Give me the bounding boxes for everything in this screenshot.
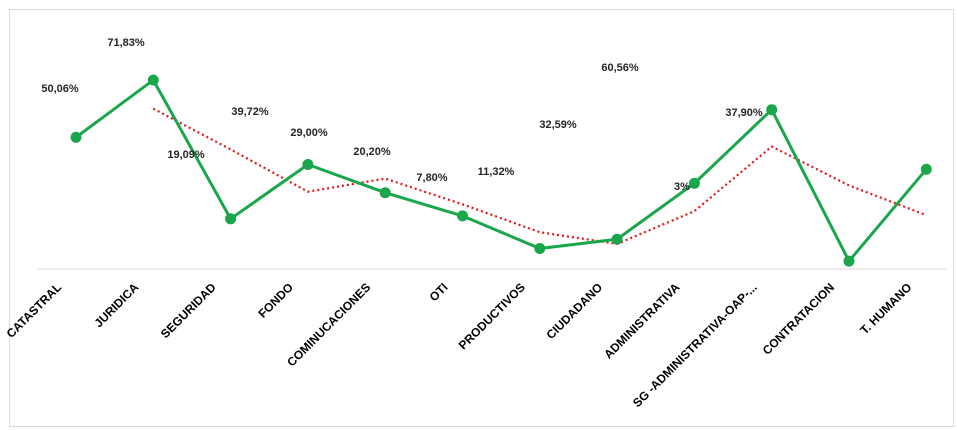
- data-point: [147, 74, 159, 86]
- data-point: [920, 163, 932, 175]
- data-point: [302, 159, 314, 170]
- data-label: 32,59%: [539, 119, 577, 131]
- data-point: [611, 233, 623, 245]
- x-tick-label: PRODUCTIVOS: [456, 280, 528, 352]
- data-label: 7,80%: [416, 172, 447, 184]
- data-point: [225, 213, 237, 225]
- x-tick-label: CIUDADANO: [543, 280, 605, 342]
- data-point: [70, 131, 82, 143]
- x-tick-label: COMINUCACIONES: [284, 280, 373, 369]
- data-label: 37,90%: [725, 107, 763, 119]
- x-tick-label: OTI: [427, 280, 451, 304]
- x-tick-label: ADMINISTRATIVA: [601, 280, 682, 361]
- x-tick-label: SG -ADMINISTRATIVA-OAP-...: [630, 280, 760, 410]
- data-label: 39,72%: [231, 106, 269, 118]
- x-tick-label: CATASTRAL: [4, 280, 64, 340]
- x-tick-label: SEGURIDAD: [158, 280, 219, 341]
- x-tick-label: JURIDICA: [91, 280, 141, 330]
- trendline: [152, 107, 927, 246]
- data-point: [843, 255, 855, 267]
- data-label: 60,56%: [601, 62, 639, 74]
- chart-frame: [9, 9, 954, 427]
- data-label: 29,00%: [290, 127, 328, 139]
- data-label: 11,32%: [478, 166, 515, 178]
- data-point: [534, 243, 546, 254]
- data-label: 20,20%: [353, 146, 391, 158]
- x-tick-label: T. HUMANO: [857, 280, 914, 337]
- data-label: 50,06%: [41, 83, 79, 95]
- data-point: [379, 187, 391, 199]
- data-point: [457, 210, 468, 222]
- data-point: [766, 104, 778, 116]
- x-tick-label: CONTRATACION: [760, 280, 837, 357]
- data-label: 3%: [674, 181, 690, 193]
- data-label: 71,83%: [107, 37, 145, 49]
- data-point: [688, 177, 700, 189]
- data-label: 19,09%: [167, 149, 205, 161]
- x-tick-label: FONDO: [255, 280, 296, 321]
- series-line: [75, 78, 928, 263]
